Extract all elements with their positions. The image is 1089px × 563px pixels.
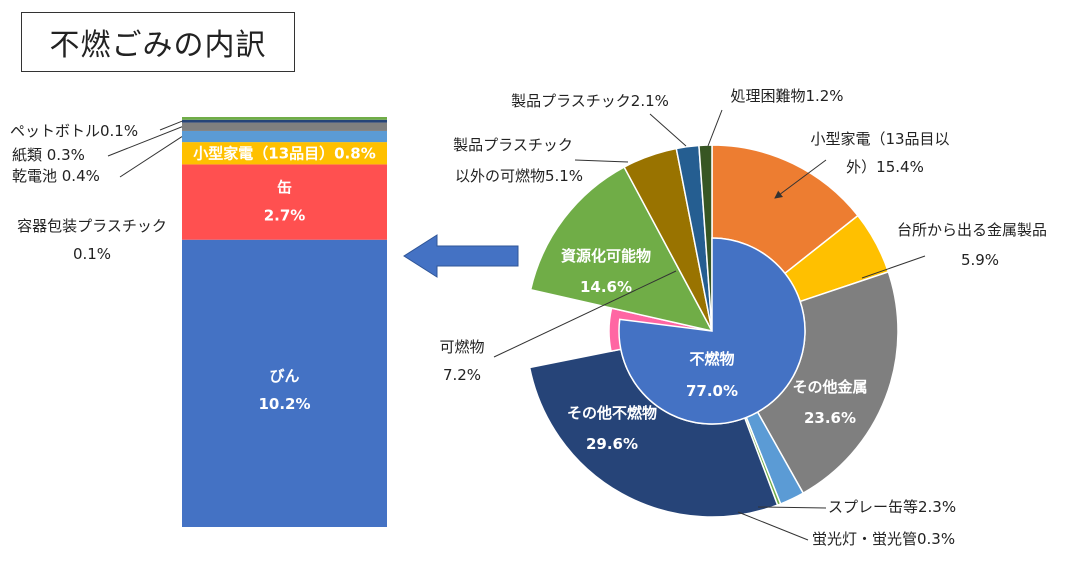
pie-label: 台所から出る金属製品 xyxy=(897,221,1047,239)
bar-label: ペットボトル0.1% xyxy=(10,122,138,140)
pie-label: その他金属 xyxy=(792,378,867,396)
bar-label: 小型家電（13品目）0.8% xyxy=(193,144,375,162)
leader-line xyxy=(774,159,827,199)
leader-line xyxy=(649,113,687,147)
pie-label: その他不燃物 xyxy=(567,404,657,422)
bar-segment xyxy=(182,142,387,165)
bar-segment xyxy=(182,122,387,131)
pie-label: 小型家電（13品目以 xyxy=(810,130,949,148)
bar-segment xyxy=(182,130,387,143)
pie-label: 23.6% xyxy=(804,409,856,427)
pie-label: 14.6% xyxy=(580,278,632,296)
leader-line xyxy=(707,109,723,147)
arrow-shape xyxy=(403,234,519,278)
bar-segment xyxy=(182,119,387,123)
pie-label: 可燃物 xyxy=(439,338,484,356)
leader-line xyxy=(757,506,827,509)
pie-label: 5.9% xyxy=(961,251,999,269)
leader-line xyxy=(493,270,677,358)
arrow xyxy=(403,234,519,278)
bar-label: 紙類 0.3% xyxy=(12,146,85,164)
pie-label: 処理困難物1.2% xyxy=(730,87,843,105)
pie-slice xyxy=(618,237,806,425)
bar-segment xyxy=(182,164,387,240)
bar-label: 2.7% xyxy=(264,206,306,224)
leader-line xyxy=(119,136,183,178)
pie-label: 7.2% xyxy=(443,366,481,384)
leader-line xyxy=(107,126,183,157)
pie-center-value: 77.0% xyxy=(686,382,738,400)
bar-label: びん xyxy=(269,367,299,385)
bar-label: 缶 xyxy=(277,178,292,196)
pie-label: 29.6% xyxy=(586,435,638,453)
bar-segment xyxy=(182,117,387,120)
pie-label: 製品プラスチック xyxy=(453,136,573,154)
pie-slice xyxy=(698,144,713,332)
bar-label: 乾電池 0.4% xyxy=(12,167,100,185)
pie-slice xyxy=(529,166,714,333)
title-box: 不燃ごみの内訳 xyxy=(21,12,295,72)
leader-line xyxy=(574,159,629,163)
bar-label: 0.1% xyxy=(73,245,111,263)
pie-label: 蛍光灯・蛍光管0.3% xyxy=(812,530,955,548)
pie-label: 以外の可燃物5.1% xyxy=(455,167,583,185)
bar-labels: びん 10.2% 缶 2.7% 小型家電（13品目）0.8% 容器包装プラスチック 0.1%… xyxy=(10,120,376,413)
stacked-bar xyxy=(182,117,387,528)
leader-line xyxy=(737,511,809,541)
pie-label: 外）15.4% xyxy=(846,158,924,176)
pie-chart xyxy=(528,144,899,518)
page-title: 不燃ごみの内訳 xyxy=(49,28,267,63)
pie-label: スプレー缶等2.3% xyxy=(828,498,956,516)
bar-label: 10.2% xyxy=(258,395,310,413)
bar-segment xyxy=(182,242,387,528)
leader-line xyxy=(861,255,926,279)
bar-segment xyxy=(182,239,387,243)
bar-label: 容器包装プラスチック xyxy=(17,217,167,235)
pie-label: 製品プラスチック2.1% xyxy=(511,92,669,110)
pie-label: 資源化可能物 xyxy=(561,247,651,265)
pie-center-label: 不燃物 xyxy=(689,350,734,368)
leader-line xyxy=(159,120,183,131)
